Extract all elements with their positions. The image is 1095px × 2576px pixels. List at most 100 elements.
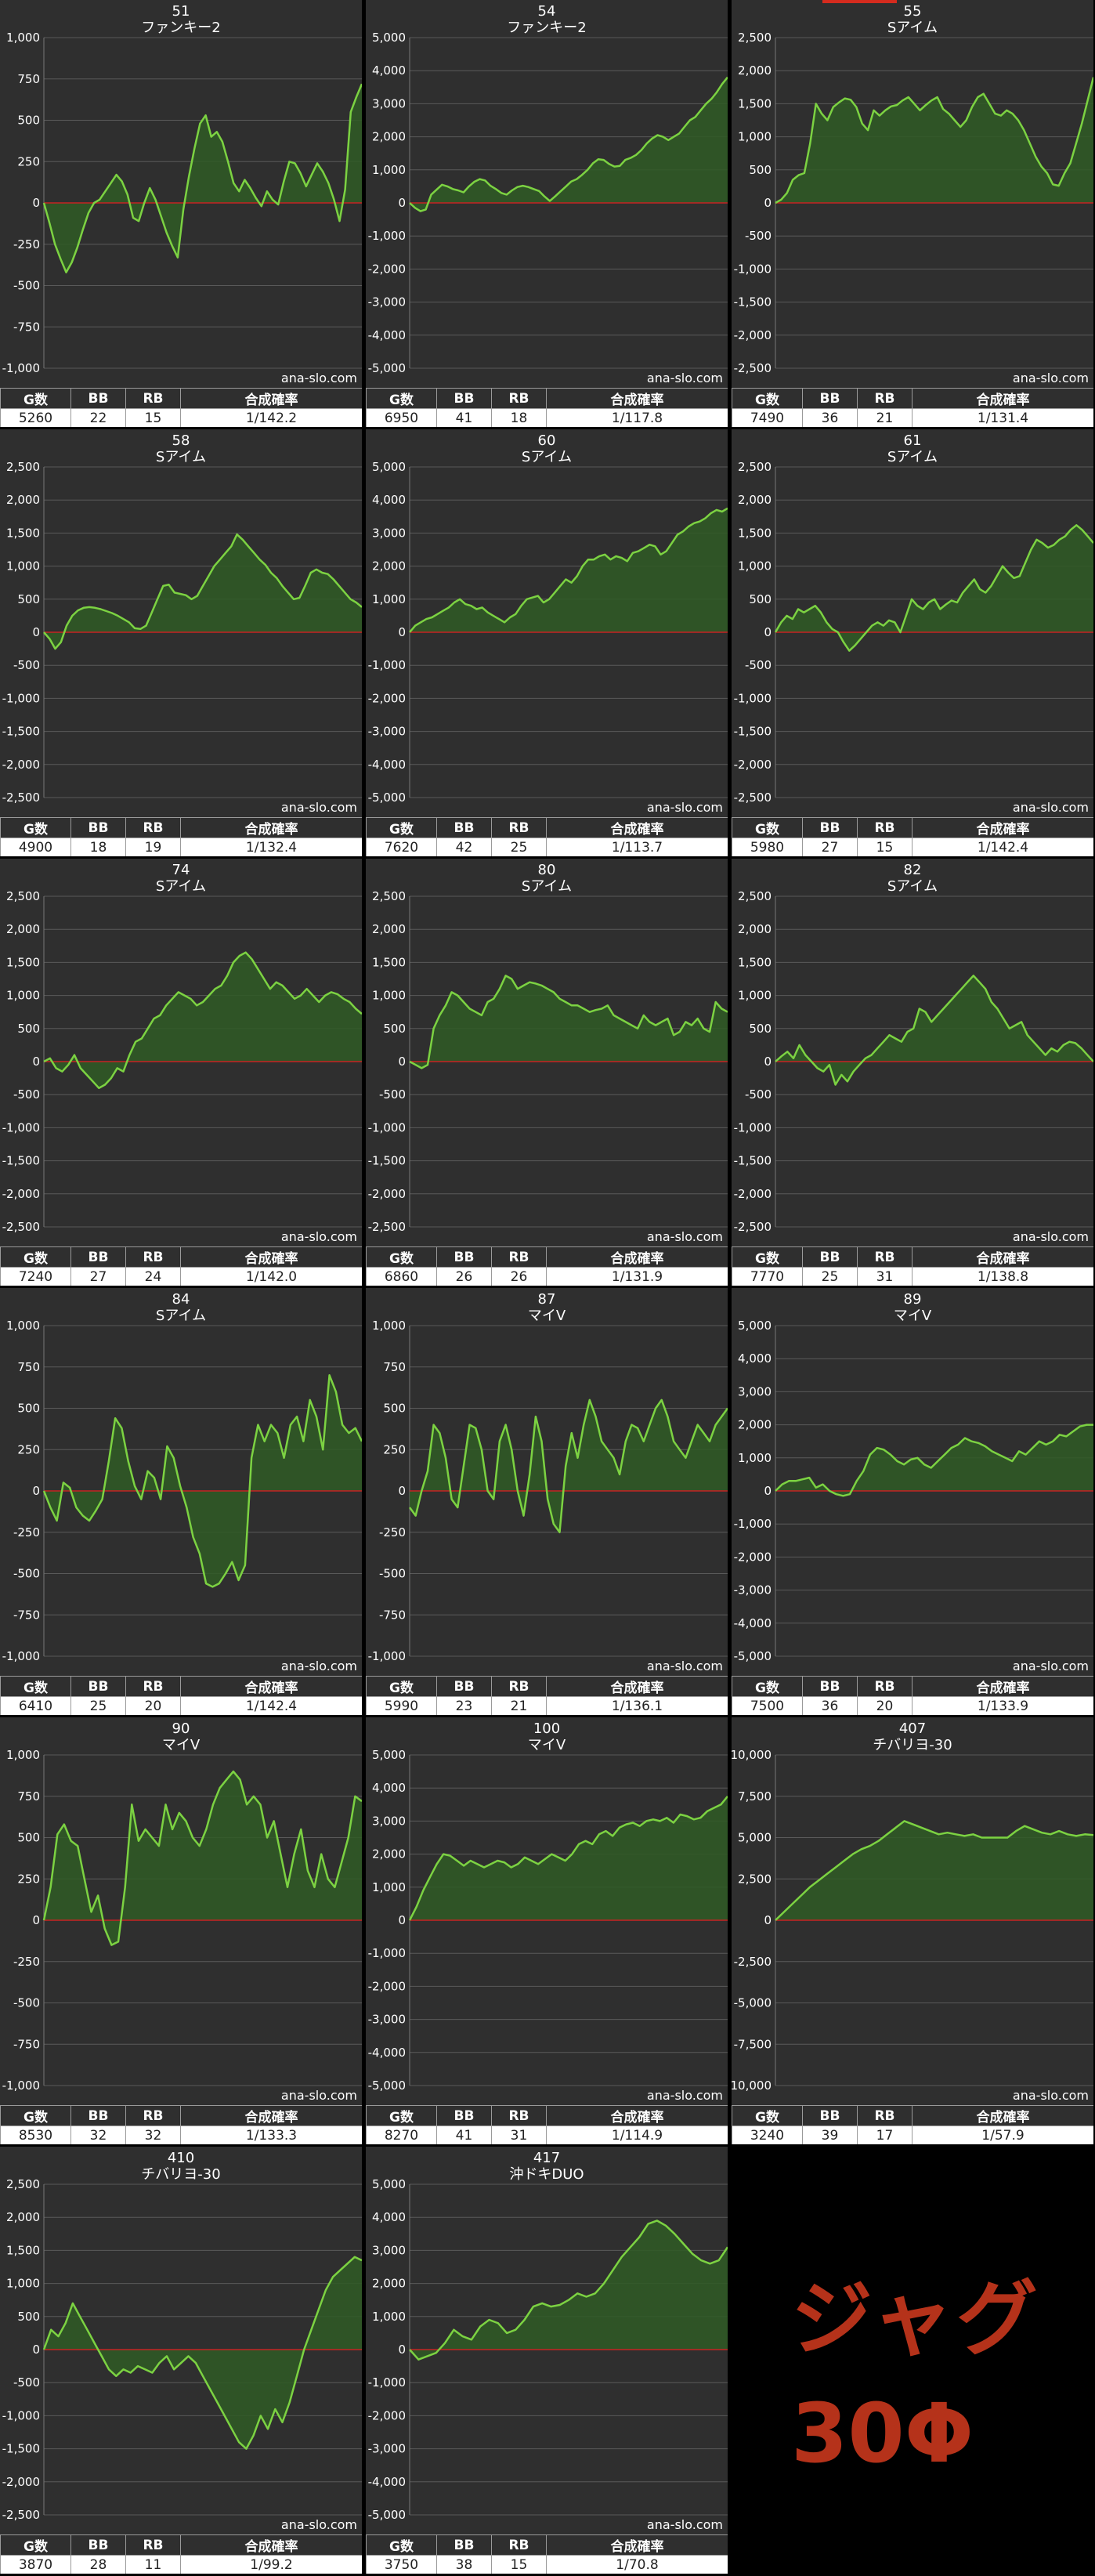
y-tick-label: 2,000 [738, 63, 772, 78]
stats-header-cell: RB [857, 2105, 912, 2126]
stats-table: G数 BB RB 合成確率 3750 38 15 1/70.8 [366, 2534, 728, 2574]
watermark: ana-slo.com [281, 1659, 357, 1673]
chart-panel-417: 417 沖ドキDUO 5,000 4,000 3,000 2,000 1,000 0 -1,00… [366, 2147, 728, 2574]
y-tick-label: -2,500 [734, 361, 772, 375]
y-tick-label: -4,000 [368, 328, 406, 342]
chart-title: Sアイム [887, 449, 938, 465]
watermark: ana-slo.com [281, 371, 357, 385]
series-line [42, 83, 362, 273]
y-tick-label: 250 [17, 154, 40, 168]
stats-value-cell: 15 [125, 408, 181, 427]
y-tick-label: 0 [398, 196, 406, 210]
y-tick-label: 0 [764, 1913, 772, 1927]
y-tick-label: 2,500 [738, 460, 772, 474]
series-line [409, 2220, 728, 2361]
stats-header-cell: 合成確率 [912, 817, 1093, 838]
y-tick-label: 0 [398, 1913, 406, 1927]
y-tick-label: 0 [398, 1484, 406, 1498]
y-tick-label: 750 [17, 1360, 40, 1374]
chart-area: 407 チバリヨ-30 10,000 7,500 5,000 2,500 0 -2,500 -5… [732, 1717, 1093, 2105]
stats-value-cell: 1/142.2 [180, 408, 362, 427]
y-tick-label: -1,000 [368, 1120, 406, 1134]
series-line [775, 1424, 1093, 1497]
series-area-fill [44, 2256, 362, 2449]
stats-table: G数 BB RB 合成確率 5260 22 15 1/142.2 [0, 388, 362, 427]
y-tick-label: 1,000 [6, 559, 40, 573]
y-tick-label: -4,000 [368, 758, 406, 772]
chart-panel-61: 61 Sアイム 2,500 2,000 1,500 1,000 500 0 -500 -1,000… [732, 429, 1093, 856]
y-tick-label: -2,500 [734, 791, 772, 805]
y-tick-label: -250 [13, 1525, 40, 1539]
y-tick-label: 500 [749, 592, 772, 606]
chart-machine-number: 80 [538, 862, 556, 878]
y-tick-label: -3,000 [368, 295, 406, 309]
y-tick-label: 500 [383, 1022, 406, 1036]
y-tick-label: 1,000 [372, 1319, 406, 1333]
stats-value-cell: 5260 [0, 408, 71, 427]
y-tick-label: 2,000 [372, 559, 406, 573]
stats-value-cell: 42 [436, 838, 492, 856]
series-area-fill [410, 77, 728, 212]
y-tick-label: 5,000 [738, 1831, 772, 1845]
series-area-fill [44, 1771, 362, 1945]
chart-title: ファンキー2 [141, 20, 220, 36]
chart-machine-number: 417 [533, 2150, 560, 2166]
y-tick-label: 2,500 [738, 31, 772, 45]
chart-panel-55: 55 Sアイム 2,500 2,000 1,500 1,000 500 0 -500 -1,000… [732, 0, 1093, 427]
y-tick-label: -2,000 [368, 1187, 406, 1201]
y-tick-label: -500 [745, 658, 772, 672]
y-tick-label: -250 [13, 1955, 40, 1969]
chart-machine-number: 74 [172, 862, 190, 878]
watermark: ana-slo.com [647, 371, 723, 385]
watermark: ana-slo.com [1013, 1229, 1089, 1244]
chart-machine-number: 410 [168, 2150, 194, 2166]
stats-value-cell: 3750 [366, 2555, 437, 2574]
stats-value-cell: 5980 [732, 838, 803, 856]
y-tick-label: 3,000 [372, 1814, 406, 1828]
stats-header-cell: BB [436, 388, 492, 409]
y-tick-label: 500 [17, 1831, 40, 1845]
y-tick-label: 1,500 [6, 526, 40, 540]
chart-title: マイV [528, 1737, 566, 1753]
chart-title: マイV [894, 1308, 932, 1324]
watermark: ana-slo.com [1013, 2088, 1089, 2103]
chart-area: 55 Sアイム 2,500 2,000 1,500 1,000 500 0 -500 -1,000… [732, 0, 1093, 388]
stats-value-cell: 7500 [732, 1696, 803, 1715]
y-tick-label: -2,000 [734, 758, 772, 772]
stats-value-cell: 7240 [0, 1267, 71, 1286]
y-tick-label: 0 [32, 625, 40, 639]
stats-value-cell: 32 [125, 2126, 181, 2144]
y-tick-label: 1,000 [738, 559, 772, 573]
stats-header-cell: G数 [366, 1676, 437, 1697]
series-area-fill [775, 975, 1093, 1085]
y-tick-label: 5,000 [372, 31, 406, 45]
chart-area: 89 マイV 5,000 4,000 3,000 2,000 1,000 0 -1,000 -2,… [732, 1288, 1093, 1676]
y-tick-label: 2,000 [6, 493, 40, 507]
stats-header-cell: RB [857, 1676, 912, 1697]
y-tick-label: -750 [379, 1608, 406, 1622]
y-tick-label: 500 [383, 1402, 406, 1416]
series-line [775, 1820, 1093, 1921]
stats-value-cell: 27 [70, 1267, 126, 1286]
series-line [408, 1398, 728, 1534]
stats-table: G数 BB RB 合成確率 8530 32 32 1/133.3 [0, 2105, 362, 2144]
y-tick-label: 250 [383, 1442, 406, 1456]
y-tick-label: 5,000 [738, 1319, 772, 1333]
y-tick-label: -500 [13, 1567, 40, 1581]
promo-line-2: 30Φ [791, 2386, 974, 2481]
stats-value-cell: 20 [857, 1696, 912, 1715]
chart-title: Sアイム [522, 449, 572, 465]
stats-value-cell: 7770 [732, 1267, 803, 1286]
series-line [43, 951, 362, 1090]
stats-value-cell: 1/142.4 [180, 1696, 362, 1715]
stats-header-cell: RB [491, 1246, 547, 1268]
stats-value-cell: 19 [125, 838, 181, 856]
chart-area: 417 沖ドキDUO 5,000 4,000 3,000 2,000 1,000 0 -1,00… [366, 2147, 728, 2534]
